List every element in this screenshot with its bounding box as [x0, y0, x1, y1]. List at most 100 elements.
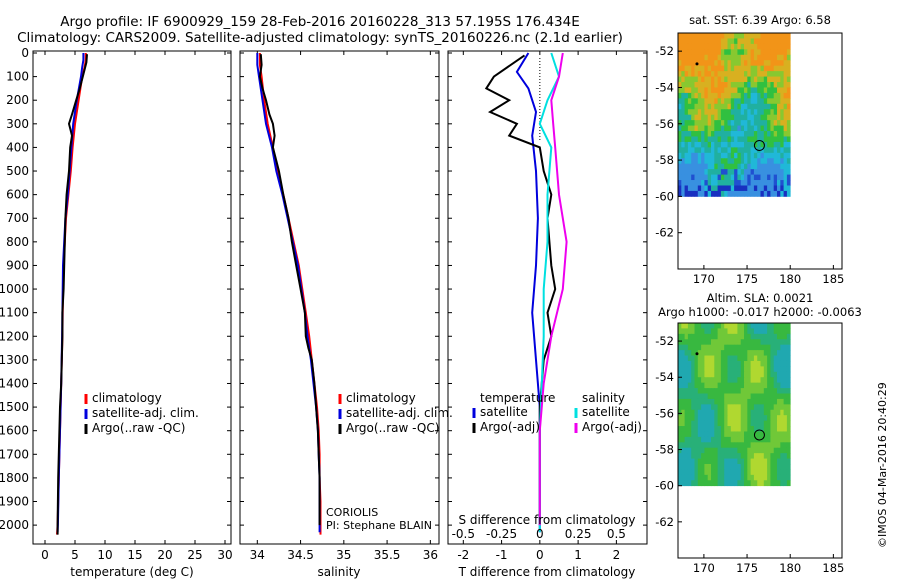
heatmap-cell [747, 92, 752, 99]
heatmap-cell [681, 147, 685, 154]
heatmap-cell [780, 382, 785, 389]
heatmap-cell [724, 377, 728, 384]
heatmap-cell [773, 420, 778, 427]
heatmap-cell [717, 420, 722, 427]
heatmap-cell [777, 474, 781, 481]
heatmap-cell [717, 366, 722, 373]
depth-tick-label: 1900 [0, 495, 29, 509]
heatmap-cell [747, 152, 752, 159]
heatmap-cell [747, 180, 752, 186]
heatmap-cell [694, 33, 699, 39]
heatmap-cell [753, 76, 758, 83]
heatmap-cell [727, 103, 732, 110]
heatmap-cell [777, 480, 781, 487]
heatmap-cell [687, 92, 692, 99]
heatmap-cell [678, 360, 682, 367]
heatmap-cell [737, 174, 742, 181]
heatmap-cell [740, 158, 745, 165]
heatmap-cell [760, 431, 765, 438]
heatmap-cell [750, 185, 755, 192]
heatmap-cell [780, 190, 785, 197]
heatmap-cell [720, 355, 725, 362]
heatmap-cell [701, 350, 705, 356]
heatmap-cell [730, 169, 735, 175]
heatmap-cell [767, 453, 771, 459]
heatmap-cell [757, 382, 761, 389]
heatmap-cell [711, 339, 715, 346]
heatmap-cell [681, 131, 685, 137]
heatmap-cell [678, 43, 682, 50]
heatmap-cell [704, 33, 709, 39]
heatmap-cell [691, 339, 695, 346]
argo-position-marker [753, 429, 765, 441]
heatmap-cell [753, 339, 758, 346]
heatmap-cell [786, 103, 791, 110]
heatmap-cell [707, 54, 712, 61]
heatmap-cell [720, 333, 725, 340]
heatmap-cell [763, 480, 768, 487]
heatmap-cell [780, 141, 785, 148]
heatmap-cell [760, 65, 765, 72]
heatmap-cell [744, 398, 748, 405]
heatmap-cell [681, 328, 685, 335]
heatmap-cell [750, 415, 755, 422]
salinity-lines [256, 53, 322, 535]
heatmap-cell [687, 125, 692, 132]
heatmap-cell [734, 82, 738, 88]
heatmap-cell [773, 87, 778, 94]
heatmap-cell [724, 103, 728, 110]
heatmap-cell [720, 60, 725, 67]
heatmap-cell [720, 125, 725, 132]
heatmap-cell [757, 163, 761, 170]
heatmap-cell [780, 169, 785, 175]
heatmap-cell [687, 120, 692, 126]
heatmap-cell [740, 169, 745, 175]
heatmap-cell [747, 409, 752, 416]
heatmap-cell [684, 60, 689, 67]
heatmap-cell [701, 131, 705, 137]
heatmap-cell [750, 120, 755, 126]
heatmap-cell [727, 355, 732, 362]
heatmap-cell [770, 185, 775, 192]
heatmap-cell [763, 442, 768, 449]
heatmap-cell [737, 464, 742, 470]
heatmap-cell [763, 136, 768, 143]
heatmap-cell [704, 87, 709, 94]
heatmap-cell [697, 469, 702, 476]
heatmap-cell [684, 54, 689, 61]
heatmap-cell [707, 71, 712, 77]
heatmap-cell [750, 328, 755, 335]
heatmap-cell [760, 185, 765, 192]
heatmap-cell [707, 393, 712, 400]
heatmap-cell [704, 38, 709, 45]
heatmap-cell [724, 366, 728, 373]
heatmap-cell [760, 388, 765, 394]
heatmap-cell [697, 447, 702, 454]
heatmap-cell [687, 82, 692, 88]
lat-tick-label: -56 [655, 117, 674, 131]
heatmap-cell [711, 328, 715, 335]
heatmap-cell [780, 323, 785, 329]
heatmap-cell [773, 33, 778, 39]
heatmap-cell [734, 333, 738, 340]
heatmap-cell [773, 474, 778, 481]
heatmap-cell [711, 76, 715, 83]
heatmap-cell [678, 87, 682, 94]
heatmap-cell [730, 442, 735, 449]
heatmap-cell [747, 339, 752, 346]
heatmap-cell [701, 120, 705, 126]
heatmap-cell [694, 114, 699, 121]
heatmap-cell [684, 65, 689, 72]
heatmap-cell [707, 120, 712, 126]
lat-tick-label: -60 [655, 189, 674, 203]
heatmap-cell [744, 426, 748, 432]
heatmap-cell [691, 180, 695, 186]
heatmap-cell [760, 174, 765, 181]
heatmap-cell [684, 474, 689, 481]
heatmap-cell [763, 33, 768, 39]
heatmap-cell [730, 87, 735, 94]
heatmap-cell [704, 371, 709, 378]
heatmap-cell [767, 65, 771, 72]
heatmap-cell [770, 360, 775, 367]
